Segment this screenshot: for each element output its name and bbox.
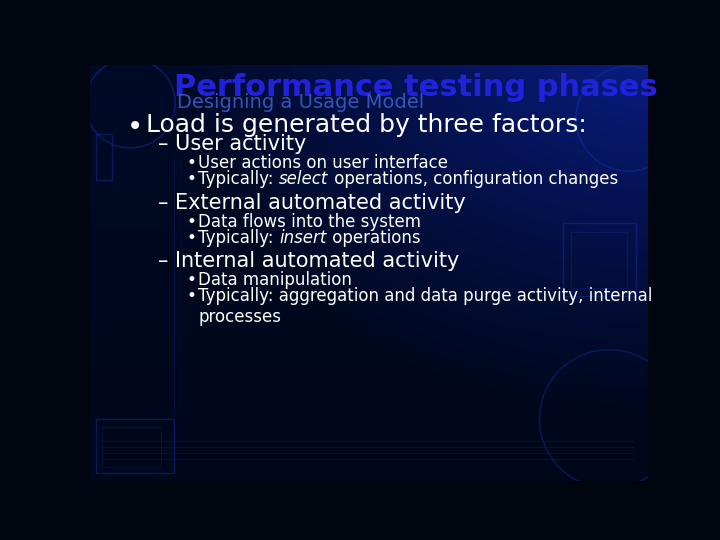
Bar [96,419,174,473]
Text: •: • [187,229,197,247]
Text: User activity: User activity [175,134,307,154]
Text: Load is generated by three factors:: Load is generated by three factors: [145,112,587,137]
Text: •: • [187,271,197,289]
Text: –: – [158,193,168,213]
Text: operations: operations [327,229,420,247]
Text: •: • [187,154,197,172]
Text: External automated activity: External automated activity [175,193,466,213]
Text: Data manipulation: Data manipulation [199,271,352,289]
Text: Typically:: Typically: [199,170,279,188]
Text: •: • [187,213,197,231]
Text: operations, configuration changes: operations, configuration changes [328,170,618,188]
Text: •: • [187,287,197,305]
Text: User actions on user interface: User actions on user interface [199,154,449,172]
Text: •: • [187,170,197,188]
Text: Internal automated activity: Internal automated activity [175,251,459,271]
Text: select: select [279,170,328,188]
Bar [102,427,161,467]
Text: Performance testing phases: Performance testing phases [174,72,657,102]
Text: Designing a Usage Model: Designing a Usage Model [177,92,424,112]
Text: Data flows into the system: Data flows into the system [199,213,421,231]
Text: insert: insert [279,229,327,247]
Text: Typically: aggregation and data purge activity, internal
processes: Typically: aggregation and data purge ac… [199,287,653,326]
Bar [570,232,627,288]
Bar [96,134,112,180]
Text: –: – [158,251,168,271]
Text: Typically:: Typically: [199,229,279,247]
Bar [563,222,636,296]
Text: •: • [127,112,143,140]
Text: –: – [158,134,168,154]
